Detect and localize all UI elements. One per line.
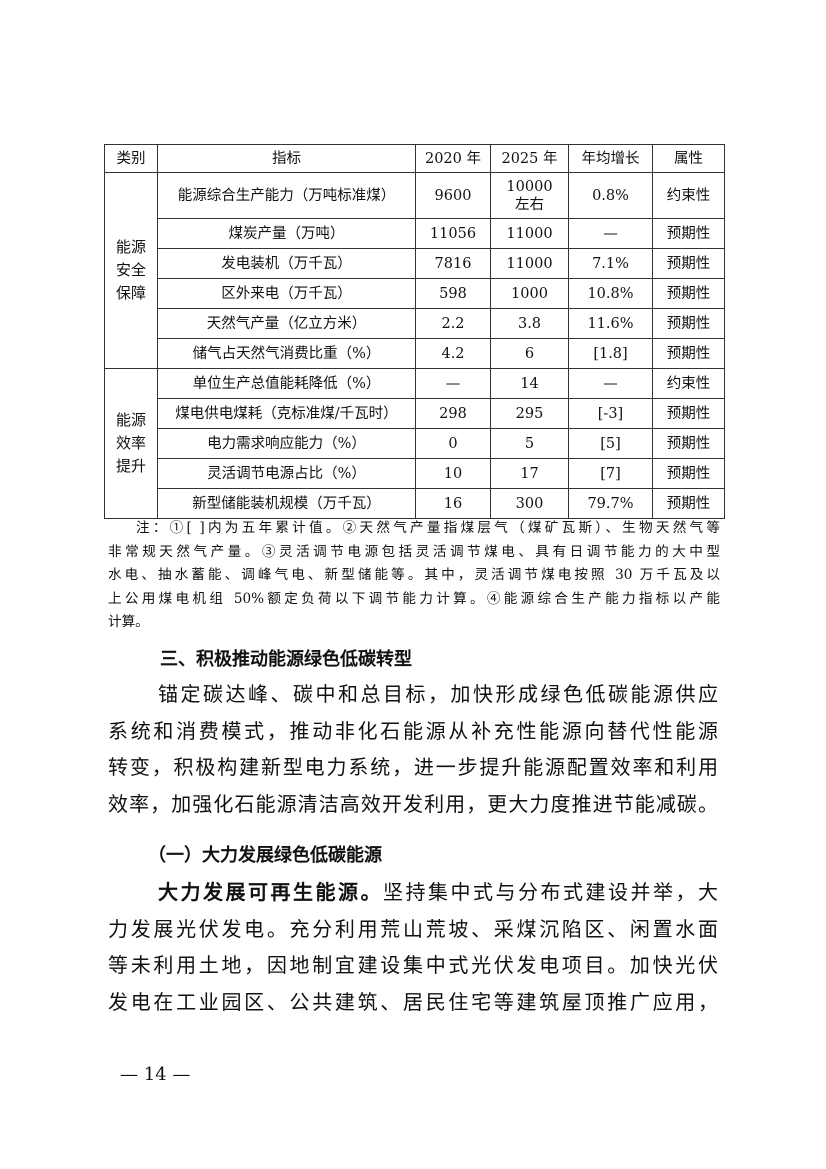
table-cell: — — [415, 368, 491, 399]
table-cell: 预期性 — [652, 428, 725, 459]
table-row: 煤炭产量（万吨） 11056 11000— 预期性 — [105, 218, 725, 249]
table-row: 区外来电（万千瓦） 598 1000 10.8% 预期性 — [105, 278, 725, 309]
col-header: 2020 年 — [415, 144, 491, 173]
table-cell: 14 — [490, 368, 569, 399]
col-header: 2025 年 — [490, 144, 569, 173]
col-header: 属性 — [652, 144, 725, 173]
table-cell: 300 — [490, 488, 569, 519]
table-cell: 预期性 — [652, 398, 725, 429]
table-row: 新型储能装机规模（万千瓦） 16 300 79.7% 预期性 — [105, 488, 725, 519]
table-cell: 预期性 — [652, 218, 725, 249]
table-row: 电力需求响应能力（%） 0 5 [5] 预期性 — [105, 428, 725, 459]
table-cell: [7] — [568, 458, 653, 489]
note-line: 上公用煤电机组 50%额定负荷以下调节能力计算。④能源综合生产能力指标以产能 — [108, 590, 720, 607]
table-cell: 9600 — [415, 172, 491, 219]
table-cell: 预期性 — [652, 308, 725, 339]
paragraph-line: 效率，加强化石能源清洁高效开发利用，更大力度推进节能减碳。 — [108, 791, 718, 816]
page-number: — 14 — — [120, 1064, 191, 1085]
category-cell: 能源 安全 保障 — [104, 172, 158, 369]
table-cell: 298 — [415, 398, 491, 429]
paragraph-line: 转变，积极构建新型电力系统，进一步提升能源配置效率和利用 — [108, 755, 718, 779]
table-cell: 7816 — [415, 248, 491, 279]
table-cell: 295 — [490, 398, 569, 429]
paragraph-line: 力发展光伏发电。充分利用荒山荒坡、采煤沉陷区、闲置水面 — [108, 916, 718, 941]
section-heading: 三、积极推动能源绿色低碳转型 — [160, 649, 412, 670]
table-cell: 11000 — [490, 218, 569, 249]
note-line: 非常规天然气产量。③灵活调节电源包括灵活调节煤电、具有日调节能力的大中型 — [108, 543, 720, 560]
table-cell: 能源综合生产能力（万吨标准煤） — [157, 172, 416, 219]
table-cell: 预期性 — [652, 458, 725, 489]
table-cell: 11056 — [415, 218, 491, 249]
table-cell: 2.2 — [415, 308, 491, 339]
note-line: 注：①[ ]内为五年累计值。②天然气产量指煤层气（煤矿瓦斯）、生物天然气等 — [136, 520, 720, 536]
col-header: 年均增长 — [568, 144, 653, 173]
table-row: 天然气产量（亿立方米） 2.2 3.8 11.6% 预期性 — [105, 308, 725, 339]
table-cell: 煤炭产量（万吨） — [157, 218, 416, 249]
table-cell: 电力需求响应能力（%） — [157, 428, 416, 459]
paragraph-line: 锚定碳达峰、碳中和总目标，加快形成绿色低碳能源供应 — [158, 682, 718, 706]
table-cell: 7.1% — [568, 248, 653, 279]
table-cell: 5 — [490, 428, 569, 459]
table-cell: 预期性 — [652, 488, 725, 519]
table-cell: 4.2 — [415, 338, 491, 369]
paragraph-line: 系统和消费模式，推动非化石能源从补充性能源向替代性能源 — [108, 718, 718, 743]
table-row: 灵活调节电源占比（%） 10 17 [7] 预期性 — [105, 458, 725, 489]
table-cell: — — [568, 218, 653, 249]
table-cell: 区外来电（万千瓦） — [157, 278, 416, 309]
table-cell: 新型储能装机规模（万千瓦） — [157, 488, 416, 519]
table-cell: [-3] — [568, 398, 653, 429]
table-cell: 发电装机（万千瓦） — [157, 248, 416, 279]
table-cell: 79.7% — [568, 488, 653, 519]
note-line: 水电、抽水蓄能、调峰气电、新型储能等。其中，灵活调节煤电按照 30 万千瓦及以 — [108, 567, 720, 583]
col-header: 指标 — [157, 144, 416, 173]
table-row: 储气占天然气消费比重（%） 4.2 6 [1.8] 预期性 — [105, 338, 725, 369]
table-cell: 灵活调节电源占比（%） — [157, 458, 416, 489]
table-cell: 10.8% — [568, 278, 653, 309]
paragraph-line: 发电在工业园区、公共建筑、居民住宅等建筑屋顶推广应用， — [108, 989, 718, 1014]
table-row: 能源 安全 保障 能源综合生产能力（万吨标准煤） 9600 10000 左右 0.8% 约束性 — [104, 172, 725, 369]
table-cell: 预期性 — [652, 338, 725, 369]
paragraph-line: 等未利用土地，因地制宜建设集中式光伏发电项目。加快光伏 — [108, 953, 718, 977]
table-header-row: 类别 指标 2020 年 2025 年 年均增长 属性 — [104, 144, 725, 173]
table-cell: 约束性 — [652, 368, 725, 399]
table-cell: 6 — [490, 338, 569, 369]
table-row: 煤电供电煤耗（克标准煤/千瓦时） 298 295 [-3] 预期性 — [105, 398, 725, 429]
table-cell: 单位生产总值能耗降低（%） — [157, 368, 416, 399]
table-cell: 约束性 — [652, 172, 725, 219]
table-cell: [5] — [568, 428, 653, 459]
sub-heading: （一）大力发展绿色低碳能源 — [148, 845, 382, 866]
table-cell: 11000 — [490, 248, 569, 279]
paragraph-2: 大力发展可再生能源。坚持集中式与分布式建设并举，大 力发展光伏发电。充分利用荒山… — [108, 874, 718, 1020]
table-cell: 预期性 — [652, 278, 725, 309]
table-cell: [1.8] — [568, 338, 653, 369]
table-cell: 0.8% — [568, 172, 653, 219]
table-notes: 注：①[ ]内为五年累计值。②天然气产量指煤层气（煤矿瓦斯）、生物天然气等 非常… — [108, 517, 720, 635]
table-cell: 天然气产量（亿立方米） — [157, 308, 416, 339]
paragraph-lead: 大力发展可再生能源。 — [158, 880, 383, 904]
table-cell: 预期性 — [652, 248, 725, 279]
table-cell: 储气占天然气消费比重（%） — [157, 338, 416, 369]
table-cell: 煤电供电煤耗（克标准煤/千瓦时） — [157, 398, 416, 429]
paragraph-line: 坚持集中式与分布式建设并举，大 — [383, 880, 718, 904]
table-cell: 10000 左右 — [490, 172, 569, 219]
indicator-table: 类别 指标 2020 年 2025 年 年均增长 属性 能源 安全 保障 能源综合生产… — [104, 144, 725, 519]
table-cell: 3.8 — [490, 308, 569, 339]
table-cell: — — [568, 368, 653, 399]
table-row: 发电装机（万千瓦） 7816 11000 7.1% 预期性 — [105, 248, 725, 279]
category-cell: 能源 效率 提升 — [104, 368, 158, 519]
table-cell: 16 — [415, 488, 491, 519]
table-cell: 1000 — [490, 278, 569, 309]
table-cell: 598 — [415, 278, 491, 309]
paragraph-1: 锚定碳达峰、碳中和总目标，加快形成绿色低碳能源供应 系统和消费模式，推动非化石能… — [108, 676, 718, 822]
note-line: 计算。 — [108, 614, 149, 630]
table-cell: 11.6% — [568, 308, 653, 339]
table-cell: 0 — [415, 428, 491, 459]
table-row: 能源 效率 提升 单位生产总值能耗降低（%） —14— 约束性 — [104, 368, 725, 519]
table-cell: 10 — [415, 458, 491, 489]
col-header: 类别 — [104, 144, 158, 173]
table-cell: 17 — [490, 458, 569, 489]
